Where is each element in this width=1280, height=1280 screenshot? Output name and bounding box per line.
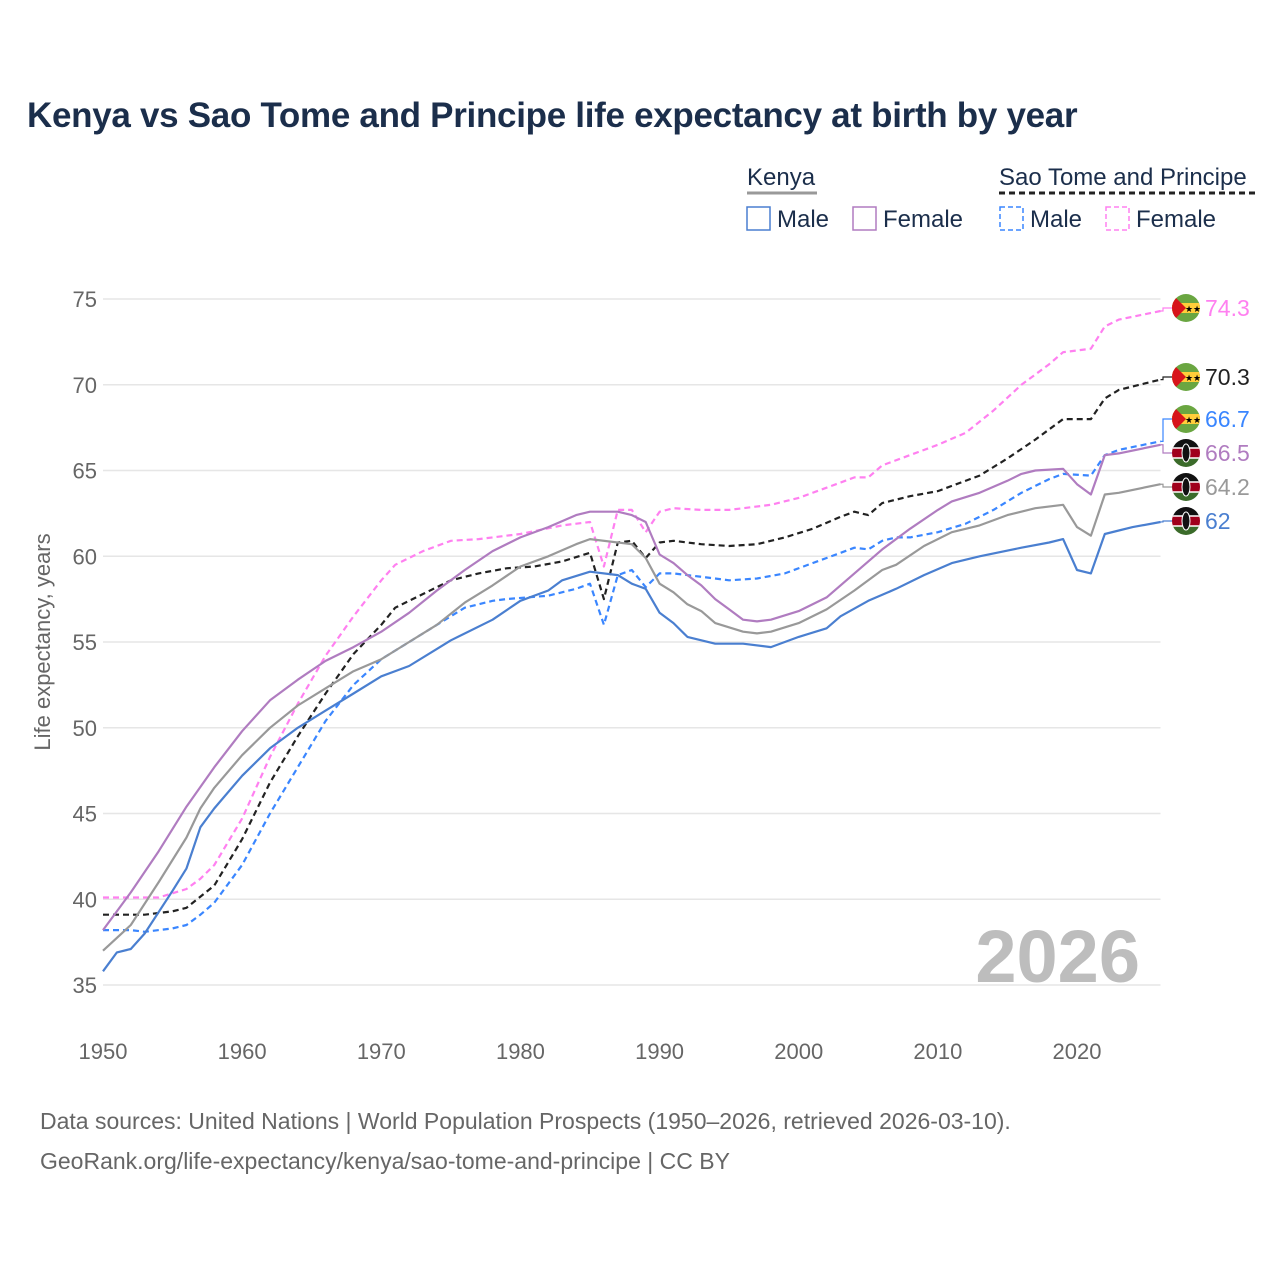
svg-text:★★: ★★: [1185, 304, 1201, 314]
y-tick-label: 65: [73, 459, 97, 484]
source-line-2: GeoRank.org/life-expectancy/kenya/sao-to…: [40, 1148, 730, 1174]
end-value-label: 70.3: [1205, 364, 1250, 390]
y-tick-label: 50: [73, 716, 97, 741]
label-leader: [1160, 483, 1172, 488]
legend-swatch-stp-female: [1105, 206, 1130, 231]
y-tick-label: 45: [73, 802, 97, 827]
legend-item-kenya-female: Female: [883, 206, 963, 233]
legend-item-kenya-male: Male: [777, 206, 829, 233]
sao-tome-flag-icon: ★★: [1172, 294, 1201, 322]
series-line-sao-tome-and-principe-female: [103, 309, 1161, 899]
x-tick-label: 1960: [218, 1039, 267, 1064]
end-value-label: 74.3: [1205, 295, 1250, 321]
y-tick-label: 35: [73, 973, 97, 998]
kenya-flag-icon: [1172, 507, 1200, 535]
legend-swatch-stp-male: [999, 206, 1024, 231]
x-tick-label: 1990: [635, 1039, 684, 1064]
svg-text:★★: ★★: [1185, 415, 1201, 425]
year-watermark: 2026: [975, 915, 1140, 998]
chart-title: Kenya vs Sao Tome and Principe life expe…: [27, 96, 1078, 135]
end-value-label: 66.5: [1205, 440, 1250, 466]
end-value-label: 62: [1205, 508, 1231, 534]
legend: Kenya Male Female Sao Tome and Principe …: [746, 164, 1255, 233]
y-tick-label: 75: [73, 287, 97, 312]
legend-item-stp-male: Male: [1030, 206, 1082, 233]
source-line-1: Data sources: United Nations | World Pop…: [40, 1108, 1011, 1134]
x-tick-label: 2000: [774, 1039, 823, 1064]
y-tick-label: 40: [73, 887, 97, 912]
series-line-sao-tome-and-principe: [103, 378, 1161, 916]
label-leader: [1160, 307, 1172, 312]
y-tick-label: 70: [73, 373, 97, 398]
legend-swatch-kenya-male: [746, 206, 771, 231]
sao-tome-flag-icon: ★★: [1172, 363, 1201, 391]
x-tick-label: 2020: [1053, 1039, 1102, 1064]
svg-text:★★: ★★: [1185, 373, 1201, 383]
legend-swatch-kenya-female: [852, 206, 877, 231]
legend-group-kenya: Kenya: [747, 164, 816, 191]
x-tick-label: 1980: [496, 1039, 545, 1064]
legend-item-stp-female: Female: [1136, 206, 1216, 233]
kenya-flag-icon: [1172, 473, 1200, 501]
kenya-flag-icon: [1172, 439, 1200, 467]
label-leader: [1160, 376, 1172, 381]
x-tick-label: 1970: [357, 1039, 406, 1064]
end-value-label: 64.2: [1205, 474, 1250, 500]
y-axis-label: Life expectancy, years: [30, 533, 55, 750]
sao-tome-flag-icon: ★★: [1172, 405, 1201, 433]
series-line-kenya-male: [102, 520, 1161, 972]
x-tick-label: 2010: [913, 1039, 962, 1064]
series-line-kenya: [102, 483, 1161, 952]
end-value-label: 66.7: [1205, 406, 1250, 432]
label-leader: [1160, 418, 1172, 442]
y-tick-label: 60: [73, 544, 97, 569]
label-leader: [1160, 520, 1172, 523]
series-line-kenya-female: [102, 443, 1161, 931]
x-tick-label: 1950: [79, 1039, 128, 1064]
series-line-sao-tome-and-principe-male: [103, 440, 1161, 933]
label-leader: [1160, 444, 1172, 454]
y-tick-label: 55: [73, 630, 97, 655]
legend-group-stp: Sao Tome and Principe: [999, 164, 1247, 191]
